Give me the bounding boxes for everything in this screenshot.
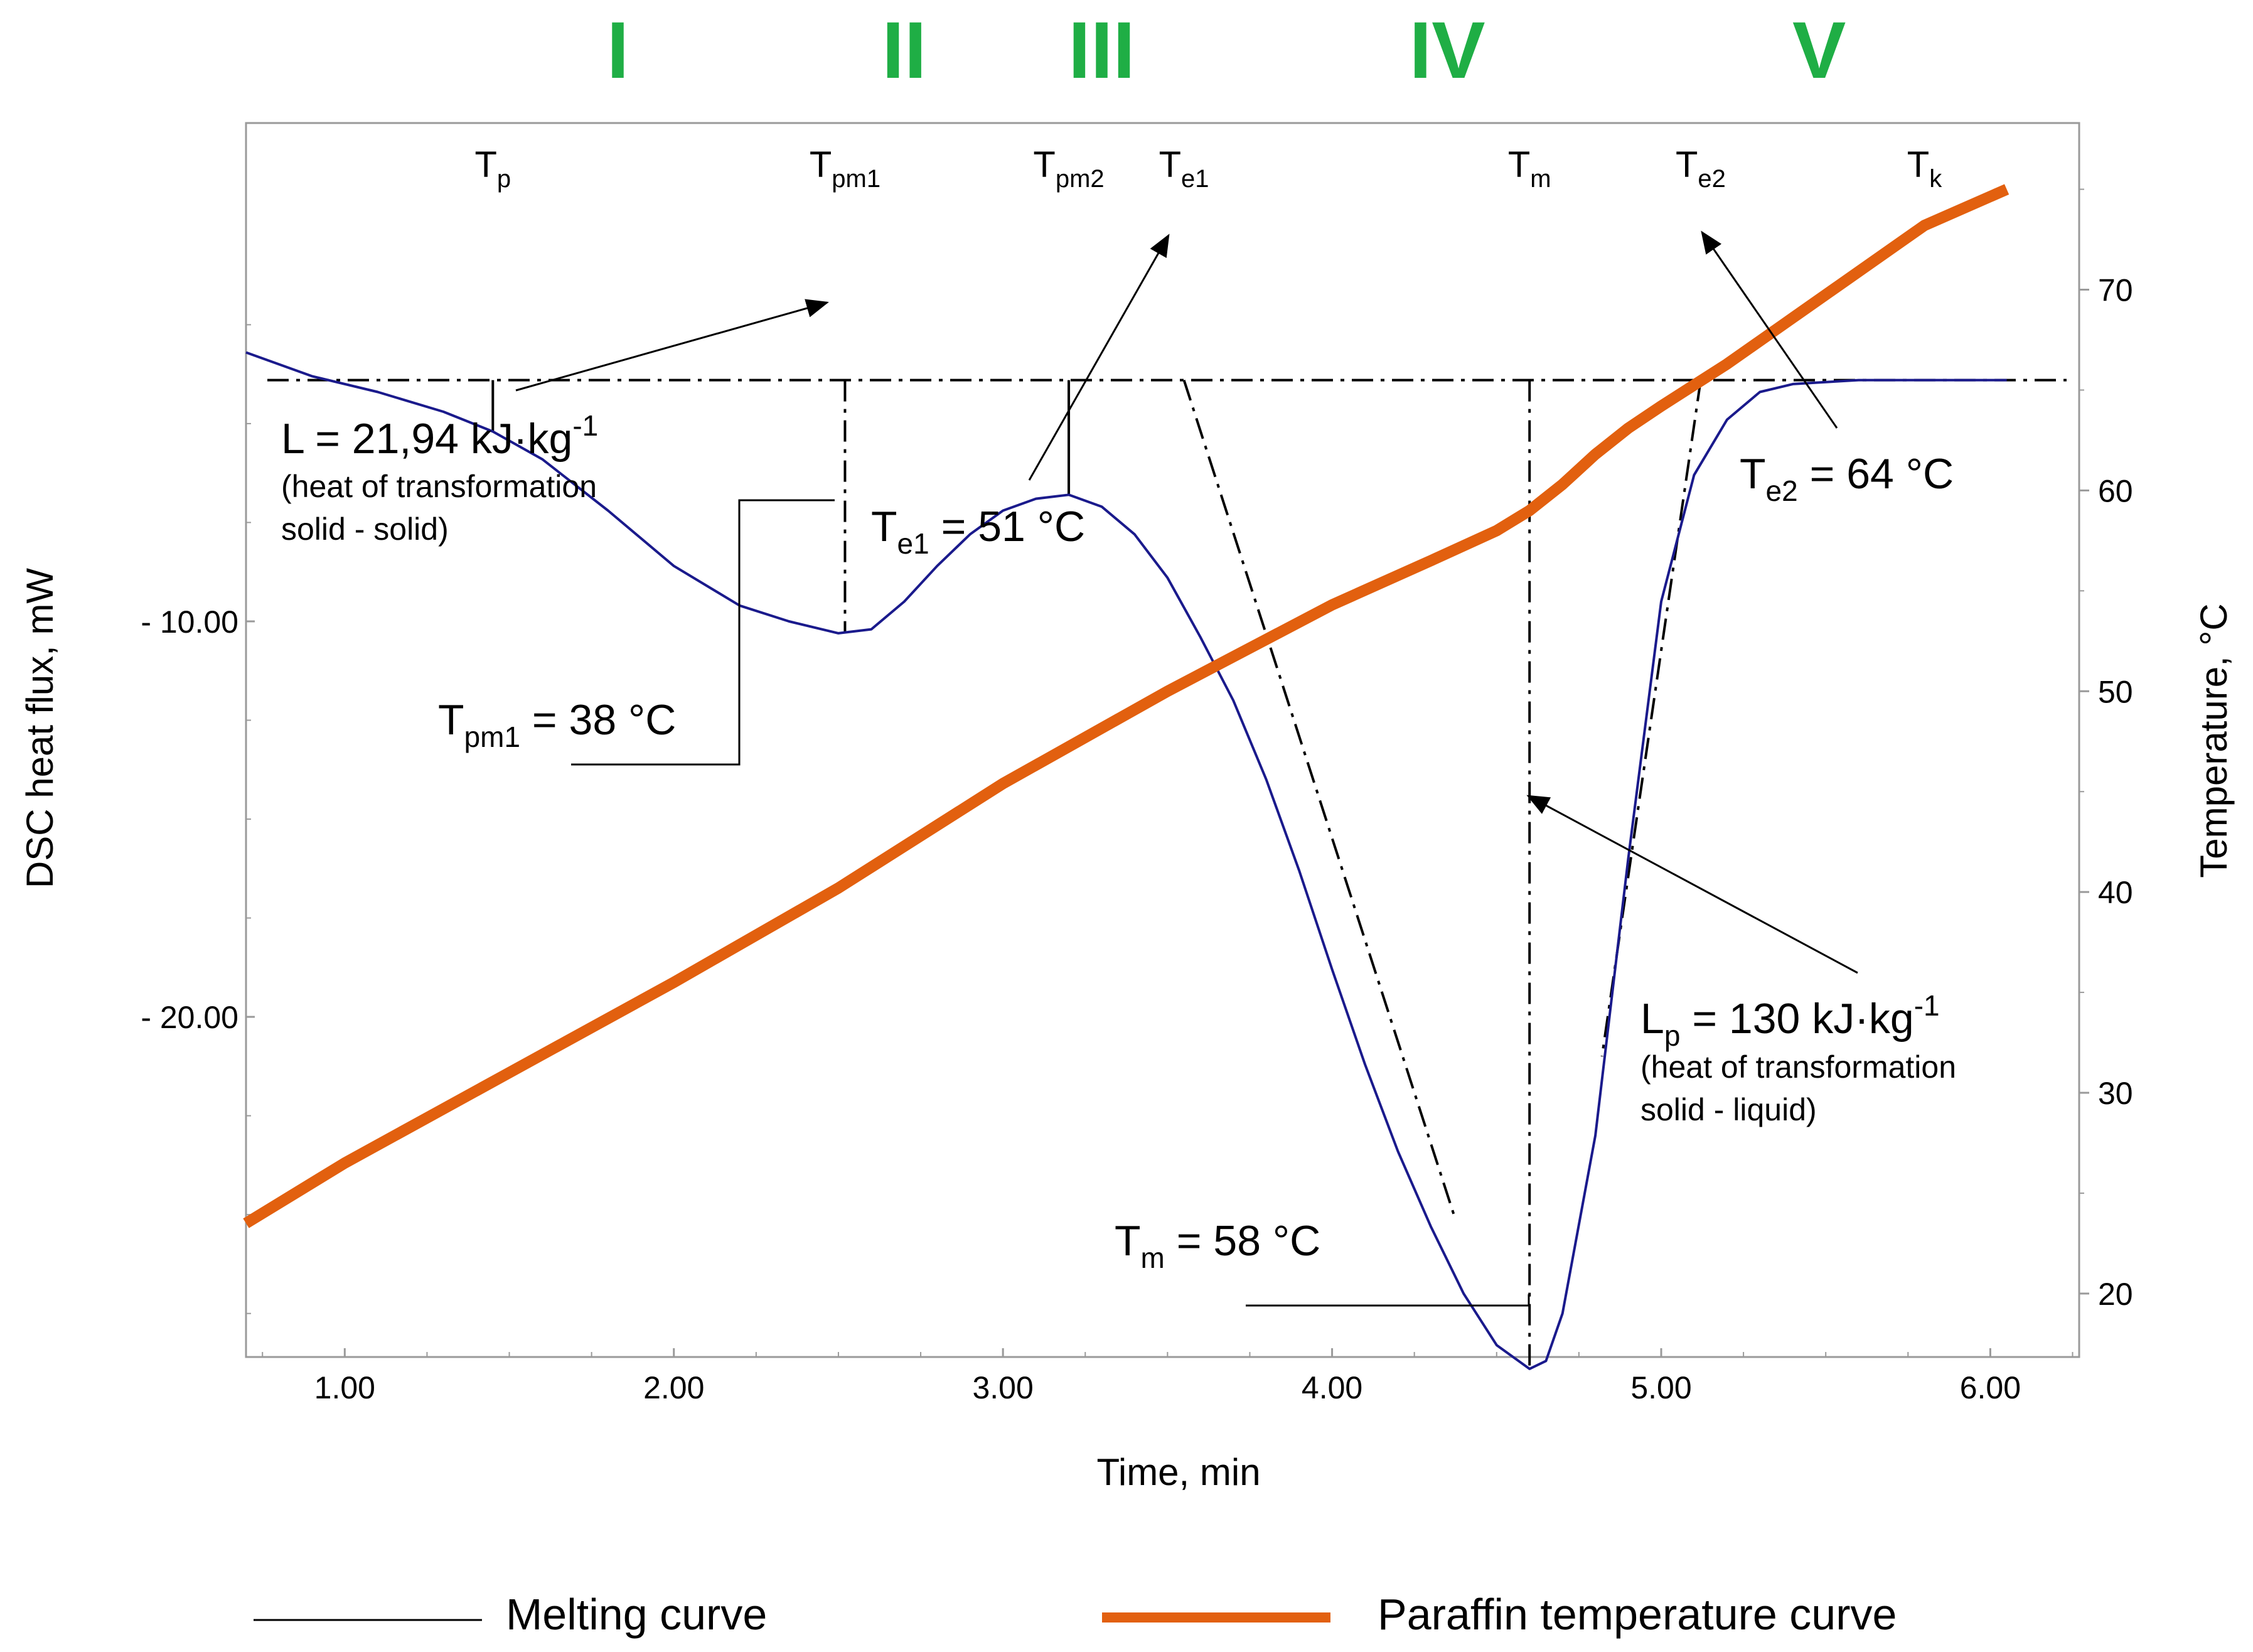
annotations: L = 21,94 kJ·kg-1 (heat of transformatio…: [281, 230, 1956, 1307]
y-right-tick-label: 70: [2098, 273, 2133, 308]
annotation-Lp-note1: (heat of transformation: [1640, 1049, 1956, 1085]
region-label-ii: II: [882, 6, 926, 95]
paraffin-temperature-line: [243, 184, 2010, 1228]
x-tick-label: 5.00: [1630, 1370, 1691, 1405]
annotation-Te2: Te2 = 64 °C: [1740, 450, 1954, 507]
annotation-Tpm1: Tpm1 = 38 °C: [438, 696, 676, 753]
legend-label-melting-curve: Melting curve: [506, 1590, 767, 1639]
annotation-Lp-note2: solid - liquid): [1640, 1092, 1817, 1127]
region-labels: I II III IV V: [607, 6, 1846, 95]
y-axis-right-title: Temperature, °C: [2193, 603, 2235, 878]
x-axis-title: Time, min: [1096, 1451, 1260, 1493]
y-right-tick-label: 60: [2098, 473, 2133, 508]
region-label-iv: IV: [1410, 6, 1485, 95]
marker-label-tpm2: Tpm2: [1033, 144, 1104, 193]
arrow-L: [515, 299, 829, 392]
y-right-tick-label: 50: [2098, 674, 2133, 709]
annotation-L: L = 21,94 kJ·kg-1: [281, 409, 598, 463]
annotation-L-note2: solid - solid): [281, 512, 449, 547]
y-axis-left: - 10.00 - 20.00: [141, 324, 255, 1314]
region-label-v: V: [1792, 6, 1846, 95]
marker-label-tk: Tk: [1907, 144, 1942, 193]
region-label-i: I: [607, 6, 629, 95]
arrow-Lp: [1526, 795, 1858, 974]
annotation-Lp: Lp = 130 kJ·kg-1: [1640, 989, 1940, 1052]
x-axis: 1.00 2.00 3.00 4.00 5.00 6.00: [262, 1348, 2074, 1405]
melting-curve-line: [245, 351, 2007, 1370]
y-left-tick-label: - 10.00: [141, 604, 238, 640]
x-tick-label: 6.00: [1960, 1370, 2021, 1405]
y-axis-right: 20 30 40 50 60 70: [2079, 188, 2133, 1312]
legend-label-paraffin-curve: Paraffin temperature curve: [1378, 1590, 1897, 1639]
leader-Tm: [1246, 1294, 1530, 1307]
marker-label-tm: Tm: [1508, 144, 1551, 193]
x-tick-label: 4.00: [1302, 1370, 1362, 1405]
arrow-Te1: [1028, 233, 1170, 481]
annotation-Tm: Tm = 58 °C: [1115, 1217, 1320, 1274]
x-tick-label: 3.00: [972, 1370, 1033, 1405]
y-right-tick-label: 30: [2098, 1076, 2133, 1111]
y-right-tick-label: 40: [2098, 875, 2133, 910]
tangent-line-1: [1182, 379, 1455, 1215]
annotation-Te1: Te1 = 51 °C: [871, 503, 1085, 560]
leader-Tpm1: [571, 499, 835, 766]
y-right-tick-label: 20: [2098, 1277, 2133, 1312]
arrow-Te2: [1701, 230, 1838, 429]
marker-label-te1: Te1: [1159, 144, 1209, 193]
annotation-L-note1: (heat of transformation: [281, 469, 597, 504]
series-group: [243, 184, 2010, 1370]
marker-label-tp: Tp: [474, 144, 511, 193]
construction-lines: Tp Tpm1 Tpm2 Te1 Tm Te2 Tk: [267, 144, 2067, 1369]
x-tick-label: 2.00: [643, 1370, 704, 1405]
y-left-tick-label: - 20.00: [141, 1000, 238, 1035]
y-axis-left-title: DSC heat flux, mW: [19, 568, 61, 888]
plot-frame: [245, 122, 2080, 1358]
marker-label-te2: Te2: [1676, 144, 1726, 193]
legend: Melting curve Paraffin temperature curve: [254, 1590, 1897, 1639]
region-label-iii: III: [1068, 6, 1135, 95]
marker-label-tpm1: Tpm1: [810, 144, 880, 193]
x-tick-label: 1.00: [314, 1370, 375, 1405]
